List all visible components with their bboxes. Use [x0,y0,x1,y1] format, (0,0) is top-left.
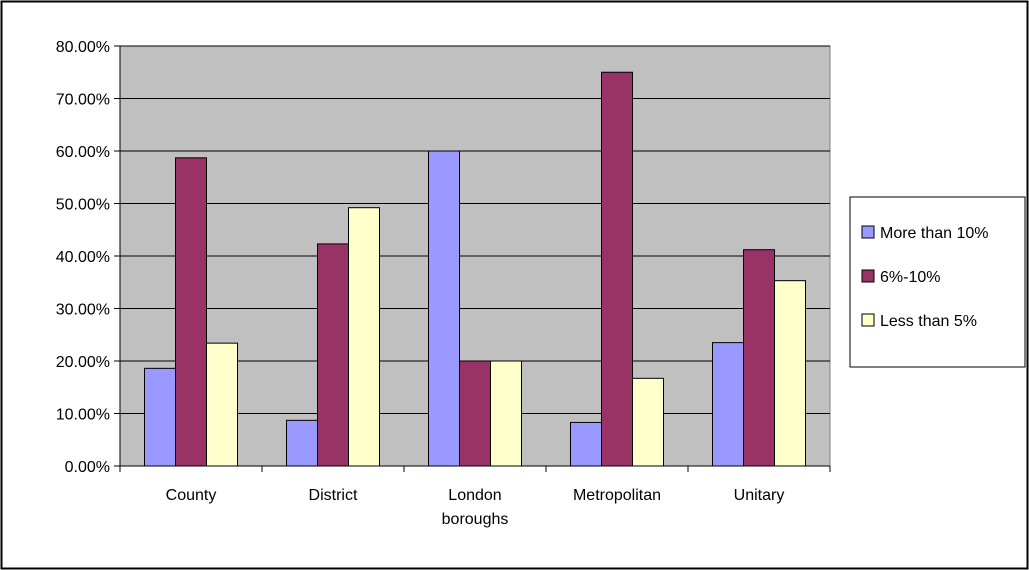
x-tick-labels: County District London boroughs Metropolitan… [166,487,785,528]
y-tick-label: 30.00% [56,302,110,319]
y-tick-label: 10.00% [56,407,110,424]
bar-more-than-10-3 [570,421,602,467]
x-tick-label: County [166,487,217,504]
bar-6-10-0 [175,157,207,467]
y-tick-labels: 0.00% 10.00% 20.00% 30.00% 40.00% 50.00% 60.00… [56,39,110,476]
legend-swatch [861,225,875,239]
legend-label: More than 10% [880,225,989,242]
bar-6-10-1 [317,243,349,467]
y-tick-label: 50.00% [56,197,110,214]
bar-more-than-10-1 [286,419,318,467]
legend: More than 10% 6%-10% Less than 5% [849,196,1026,368]
legend-swatch [861,269,875,283]
y-tick-label: 80.00% [56,39,110,56]
axes [114,45,831,472]
x-tick-label: Metropolitan [573,487,661,504]
y-tick-label: 60.00% [56,144,110,161]
bar-6-10-2 [459,360,491,467]
legend-label: Less than 5% [880,313,977,330]
legend-box [849,196,1026,368]
x-tick-label: Unitary [734,487,785,504]
legend-swatch [861,313,875,327]
y-tick-label: 0.00% [65,459,110,476]
bars [144,71,806,467]
x-tick-label: boroughs [442,511,509,528]
bar-less-than-5-3 [632,377,664,467]
y-tick-label: 70.00% [56,92,110,109]
legend-label: 6%-10% [880,269,940,286]
y-tick-label: 20.00% [56,354,110,371]
bar-more-than-10-2 [428,150,460,467]
x-tick-label: London [448,487,501,504]
x-tick-label: District [309,487,358,504]
y-tick-label: 40.00% [56,249,110,266]
bar-more-than-10-0 [144,367,176,467]
bar-less-than-5-4 [774,280,806,467]
bar-6-10-4 [743,249,775,467]
bar-less-than-5-2 [490,360,522,467]
bar-less-than-5-1 [348,207,380,467]
bar-6-10-3 [601,71,633,467]
bar-more-than-10-4 [712,342,744,467]
bar-less-than-5-0 [206,342,238,467]
